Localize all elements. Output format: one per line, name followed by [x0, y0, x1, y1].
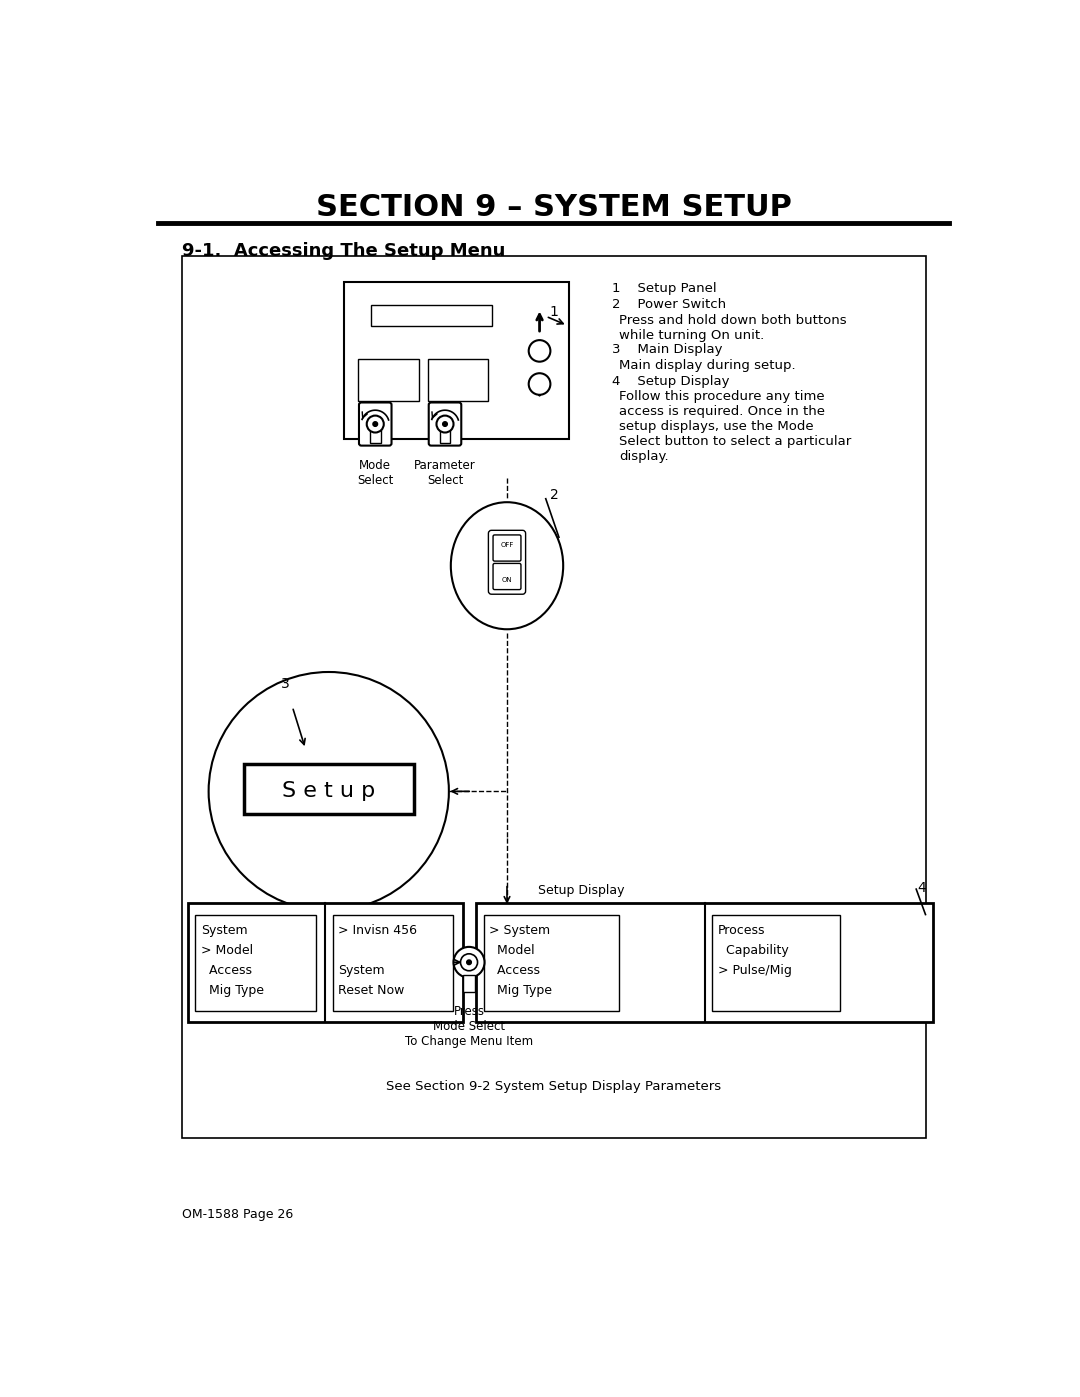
Text: Mig Type: Mig Type [489, 983, 552, 997]
Bar [428, 359, 488, 401]
Text: 4    Setup Display: 4 Setup Display [611, 374, 729, 388]
Text: 4: 4 [918, 880, 927, 894]
FancyBboxPatch shape [359, 402, 392, 446]
Text: See Section 9-2 System Setup Display Parameters: See Section 9-2 System Setup Display Par… [386, 1080, 721, 1092]
FancyBboxPatch shape [494, 563, 521, 590]
Text: > Invisn 456: > Invisn 456 [338, 923, 417, 937]
Bar [243, 764, 414, 814]
Circle shape [373, 422, 378, 426]
Text: Mig Type: Mig Type [201, 983, 264, 997]
Bar [195, 915, 315, 1011]
Text: Access: Access [201, 964, 252, 977]
Bar [188, 902, 463, 1023]
Text: Capability: Capability [718, 944, 788, 957]
Circle shape [454, 947, 485, 978]
Text: 3: 3 [281, 676, 289, 690]
Bar [345, 282, 569, 440]
FancyBboxPatch shape [494, 535, 521, 562]
Text: Main Display: Main Display [288, 930, 368, 943]
Bar [359, 359, 419, 401]
Bar [372, 305, 491, 327]
Text: System: System [338, 964, 384, 977]
Text: ON: ON [502, 577, 512, 583]
Bar [713, 915, 840, 1011]
Text: OM-1588 Page 26: OM-1588 Page 26 [181, 1208, 293, 1221]
Bar [484, 915, 619, 1011]
FancyBboxPatch shape [488, 531, 526, 594]
Text: 2: 2 [550, 488, 558, 502]
Text: OFF: OFF [500, 542, 514, 548]
Text: Parameter
Select: Parameter Select [414, 458, 476, 486]
Circle shape [460, 954, 477, 971]
Circle shape [208, 672, 449, 911]
Text: SECTION 9 – SYSTEM SETUP: SECTION 9 – SYSTEM SETUP [315, 193, 792, 222]
Bar [463, 975, 475, 992]
Text: Access: Access [489, 964, 540, 977]
Circle shape [467, 960, 471, 964]
Text: System: System [201, 923, 247, 937]
Text: Model: Model [489, 944, 535, 957]
Text: Press
Mode Select
To Change Menu Item: Press Mode Select To Change Menu Item [405, 1004, 534, 1048]
Text: Process: Process [718, 923, 766, 937]
Circle shape [367, 415, 383, 433]
Text: 1: 1 [550, 306, 558, 320]
Text: > Pulse/Mig: > Pulse/Mig [718, 964, 792, 977]
Circle shape [529, 373, 551, 395]
Circle shape [443, 422, 447, 426]
Text: Mode
Select: Mode Select [357, 458, 393, 486]
Text: Reset Now: Reset Now [338, 983, 404, 997]
Text: > Model: > Model [201, 944, 253, 957]
Circle shape [436, 415, 454, 433]
Text: 2    Power Switch: 2 Power Switch [611, 298, 726, 310]
Text: Main display during setup.: Main display during setup. [619, 359, 796, 372]
Text: Setup Display: Setup Display [538, 884, 624, 897]
Circle shape [529, 339, 551, 362]
Text: Press and hold down both buttons
while turning On unit.: Press and hold down both buttons while t… [619, 314, 847, 342]
Bar [181, 256, 926, 1137]
FancyBboxPatch shape [429, 402, 461, 446]
Bar [369, 429, 380, 443]
Bar [333, 915, 453, 1011]
Text: 3    Main Display: 3 Main Display [611, 344, 723, 356]
Text: Follow this procedure any time
access is required. Once in the
setup displays, u: Follow this procedure any time access is… [619, 390, 852, 464]
Bar [440, 429, 450, 443]
Text: > System: > System [489, 923, 551, 937]
Ellipse shape [450, 502, 563, 629]
Text: 1    Setup Panel: 1 Setup Panel [611, 282, 716, 295]
Text: S e t u p: S e t u p [282, 781, 376, 802]
Text: 9-1.  Accessing The Setup Menu: 9-1. Accessing The Setup Menu [181, 242, 504, 260]
Bar [476, 902, 933, 1023]
